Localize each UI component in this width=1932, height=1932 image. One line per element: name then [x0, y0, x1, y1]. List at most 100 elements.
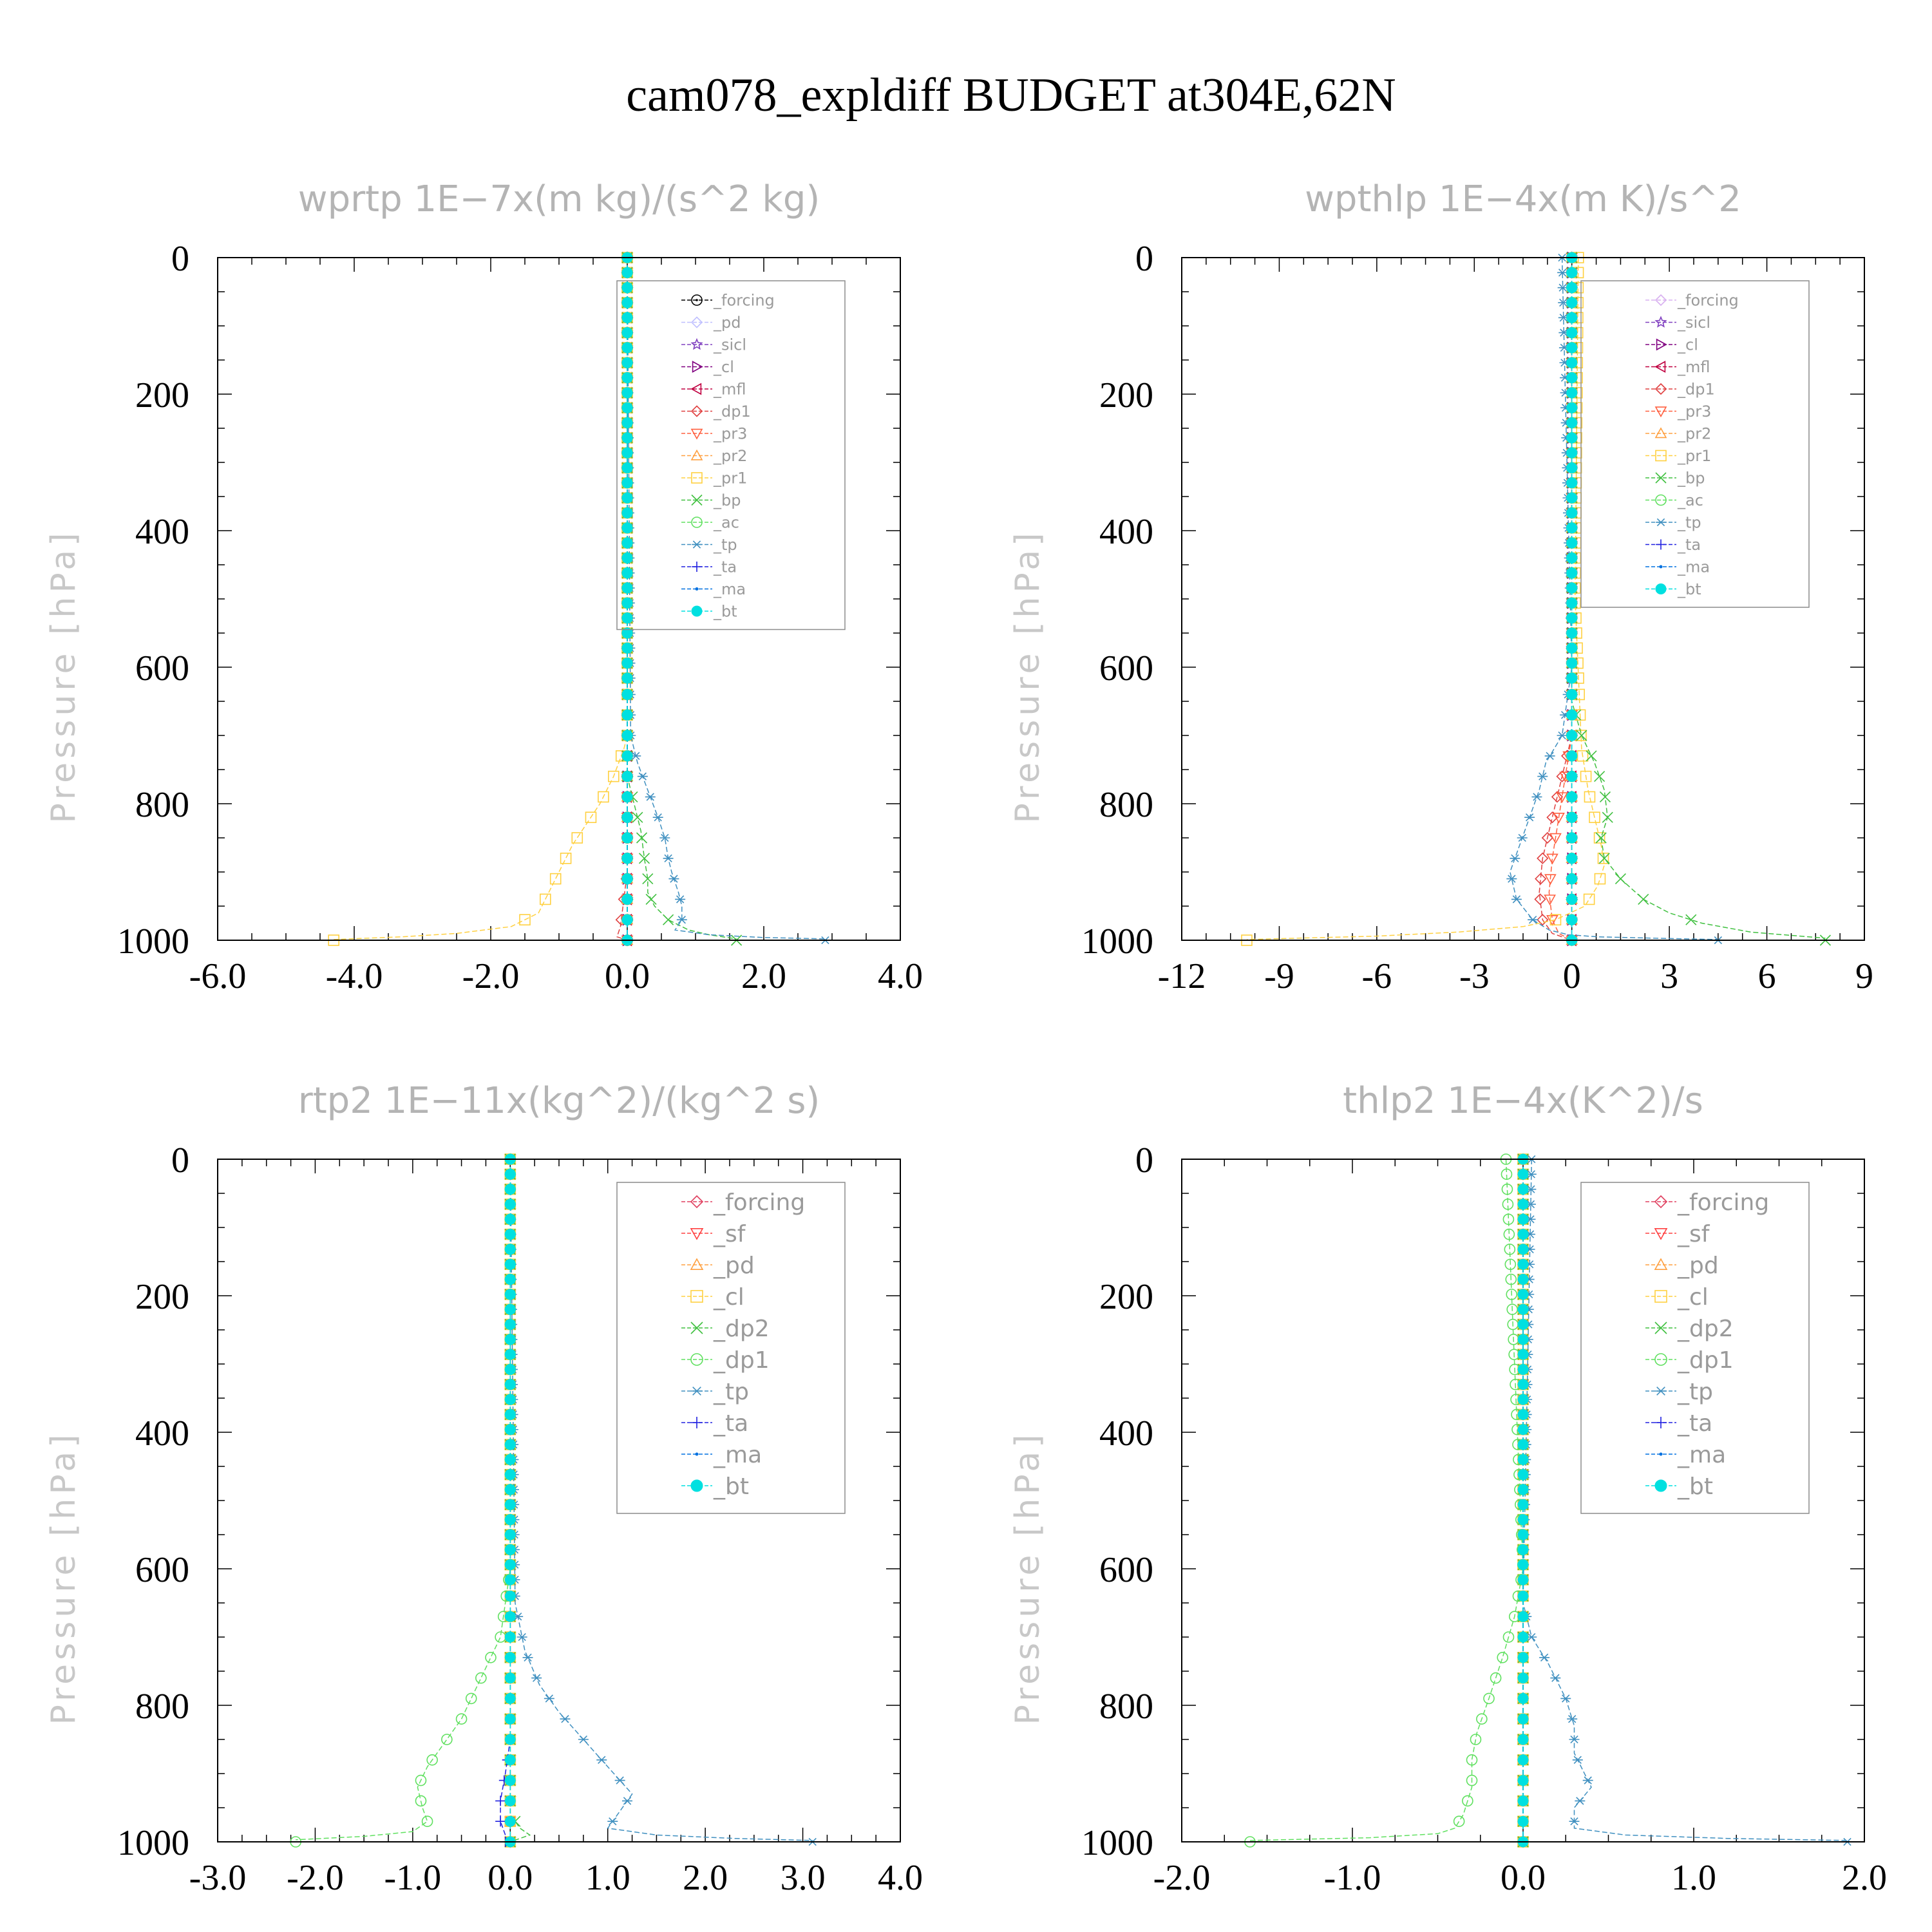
data-point: [544, 1694, 554, 1703]
data-point: [621, 432, 633, 444]
legend-entry: _sf: [681, 1221, 746, 1247]
data-point: [1550, 1674, 1561, 1682]
legend-label: _pr2: [1677, 425, 1711, 443]
legend-label: _forcing: [713, 292, 775, 310]
y-tick-label: 1000: [1081, 1823, 1153, 1863]
data-point: [1576, 730, 1587, 741]
data-point: [1517, 1289, 1529, 1300]
data-point: [621, 791, 633, 802]
legend-label: _bt: [1677, 1473, 1713, 1500]
data-point: [1594, 771, 1605, 782]
data-point: [1517, 1454, 1529, 1465]
data-point: [560, 1715, 571, 1723]
data-point: [549, 873, 562, 885]
legend-entry: _bp: [1645, 469, 1705, 488]
data-point: [504, 1672, 516, 1684]
legend-label: _pr3: [713, 425, 747, 443]
data-point: [1566, 771, 1578, 782]
legend-marker: [1654, 294, 1667, 307]
panel-title: wpthlp 1E−4x(m K)/s^2: [1305, 178, 1741, 220]
legend-entry: _dp2: [681, 1316, 770, 1342]
data-point: [504, 1424, 516, 1435]
data-point: [1537, 772, 1548, 781]
data-point: [504, 1184, 516, 1195]
legend-entry: _pr2: [1645, 425, 1711, 443]
legend-marker: [1656, 338, 1667, 351]
data-point: [1541, 831, 1553, 844]
data-point: [455, 1713, 468, 1725]
legend-entry: _cl: [681, 358, 734, 376]
legend-marker: [1656, 539, 1666, 550]
x-tick-label: -12: [1158, 956, 1206, 996]
data-point: [1502, 1198, 1514, 1210]
legend-label: _cl: [713, 358, 734, 376]
panel-2: wpthlp 1E−4x(m K)/s^2 Pressure [hPa] -12 -9…: [1009, 178, 1873, 996]
data-point: [485, 1652, 497, 1663]
data-point: [1531, 793, 1542, 801]
data-point: [1517, 1574, 1529, 1586]
data-point: [1476, 1713, 1488, 1725]
legend-marker: [1659, 1452, 1663, 1456]
legend-entry: _mfl: [681, 381, 746, 399]
legend-marker: [692, 540, 702, 549]
legend-label: _tp: [713, 1379, 749, 1405]
legend-marker: [690, 405, 703, 417]
legend-marker: [1655, 1417, 1667, 1428]
data-point: [1517, 1559, 1529, 1571]
legend-marker: [691, 1387, 703, 1396]
legend-entry: _dp2: [1645, 1316, 1734, 1342]
data-point: [1510, 854, 1520, 862]
legend-entry: _mfl: [1645, 358, 1710, 376]
legend-entry: _tp: [1645, 1379, 1713, 1405]
legend-label: _cl: [713, 1284, 744, 1311]
legend-label: _dp1: [1677, 1347, 1734, 1374]
legend-entry: _ta: [1645, 1410, 1712, 1437]
y-tick-label: 0: [1135, 1141, 1153, 1180]
legend-label: _ma: [713, 580, 746, 598]
data-point: [1566, 791, 1578, 802]
legend-box: [1580, 280, 1810, 608]
data-point: [642, 873, 654, 885]
legend-label: _cl: [1677, 1284, 1709, 1311]
data-point: [1517, 1303, 1529, 1315]
data-point: [1517, 1514, 1529, 1526]
legend-marker: [1659, 565, 1663, 569]
legend-entry: _bt: [1645, 580, 1701, 598]
y-tick-label: 600: [135, 649, 189, 688]
y-tick-label: 0: [171, 1141, 189, 1180]
series-bt: [621, 252, 633, 946]
legend-entry: _tp: [1645, 514, 1701, 532]
data-point: [1504, 1244, 1516, 1255]
legend-label: _ac: [1677, 491, 1703, 509]
data-point: [504, 1514, 516, 1526]
data-point: [1501, 1168, 1513, 1180]
legend-entry: _pr3: [681, 425, 747, 443]
legend-marker: [690, 1258, 704, 1270]
data-point: [1566, 342, 1578, 354]
data-point: [1517, 1484, 1529, 1495]
data-point: [1569, 1817, 1580, 1826]
legend-marker: [690, 1195, 704, 1209]
data-point: [1557, 283, 1568, 292]
legend-marker: [1654, 1195, 1668, 1209]
data-point: [1535, 873, 1547, 885]
data-point: [645, 893, 657, 905]
x-tick-label: -6.0: [189, 956, 247, 996]
data-point: [1615, 873, 1626, 885]
legend-marker: [1654, 1479, 1667, 1492]
x-tick-label: 4.0: [878, 1858, 923, 1898]
data-point: [1595, 832, 1607, 844]
series-line: [1510, 257, 1718, 940]
legend-label: _bt: [713, 603, 737, 621]
legend-label: _ta: [713, 558, 737, 576]
data-point: [1572, 1756, 1583, 1764]
data-point: [1549, 914, 1562, 925]
legend-entry: _pd: [1645, 1253, 1719, 1279]
legend-label: _mfl: [713, 381, 746, 399]
data-point: [1566, 567, 1578, 579]
data-point: [1466, 1754, 1478, 1766]
data-point: [1566, 357, 1578, 368]
data-point: [1517, 1713, 1529, 1725]
data-point: [1546, 811, 1558, 824]
data-point: [621, 447, 633, 459]
